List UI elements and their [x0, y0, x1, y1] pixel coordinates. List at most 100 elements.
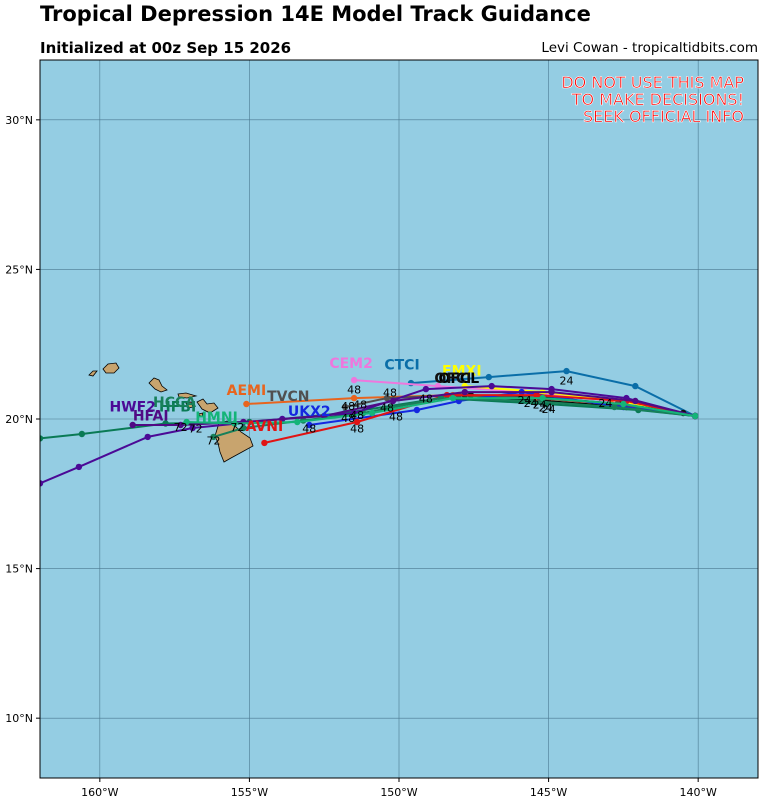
lat-tick-label: 10°N	[5, 712, 33, 725]
track-point-tvcn	[341, 403, 349, 411]
track-point-ctci	[632, 382, 639, 390]
forecast-hour-label: 72	[174, 421, 188, 434]
forecast-hour-label: 48	[341, 400, 355, 413]
forecast-hour-label: 48	[350, 409, 364, 422]
island-kauai	[102, 362, 120, 374]
model-label-ukx2: UKX2	[288, 404, 331, 420]
lon-tick-label: 145°W	[530, 786, 567, 799]
track-line-avni	[264, 394, 696, 444]
warning-line-3: SEEK OFFICIAL INFO	[583, 107, 744, 126]
track-point-ctci	[563, 367, 570, 375]
track-point-hmni	[231, 420, 238, 427]
forecast-hour-label: 72	[230, 421, 244, 434]
map-subtitle: Initialized at 00z Sep 15 2026	[40, 39, 292, 57]
model-label-hfai: HFAI	[133, 409, 169, 425]
model-label-emxi: EMXI	[442, 364, 482, 380]
track-point-hmni	[449, 394, 457, 402]
forecast-hour-label: 72	[207, 434, 221, 447]
forecast-hour-label: 48	[383, 387, 397, 400]
track-point-hcca	[210, 433, 217, 441]
axis-ticks: 160°W 155°W 150°W 145°W 140°W 10°N 15°N 20°N 25°…	[5, 114, 717, 799]
forecast-hour-label: 24	[539, 402, 553, 415]
forecast-hour-label: 48	[419, 393, 433, 406]
lon-tick-label: 155°W	[231, 786, 268, 799]
track-point-aemi	[350, 394, 358, 402]
track-point-ukx2	[413, 406, 421, 414]
track-point-ukx2	[306, 421, 313, 429]
hawaii-islands	[88, 362, 254, 463]
track-point-hmni	[692, 412, 699, 420]
model-label-hfbi: HFBI	[159, 400, 196, 416]
track-point-ctci	[485, 373, 492, 381]
track-point-hwf2	[422, 385, 430, 393]
track-point-avni	[261, 439, 268, 447]
track-line-hcca	[213, 397, 696, 438]
track-point-hwf2	[40, 480, 44, 487]
graticule	[40, 60, 758, 778]
model-label-aemi: AEMI	[227, 383, 267, 399]
model-label-avni: AVNI	[246, 419, 284, 435]
track-point-hfai	[177, 421, 184, 429]
model-label-ctci: CTCI	[384, 358, 419, 374]
map-title: Tropical Depression 14E Model Track Guid…	[40, 2, 591, 26]
forecast-hour-label: 48	[353, 399, 367, 412]
warning-line-2: TO MAKE DECISIONS!	[571, 90, 744, 109]
forecast-hour-label: 24	[542, 403, 556, 416]
warning-line-1: DO NOT USE THIS MAP	[561, 73, 744, 92]
model-label-cem2: CEM2	[329, 356, 373, 372]
lat-tick-label: 25°N	[5, 263, 33, 276]
track-point-hmni	[368, 409, 376, 417]
forecast-hour-label: 24	[560, 375, 574, 388]
track-point-hcca	[240, 424, 247, 432]
lon-tick-label: 140°W	[679, 786, 716, 799]
model-label-hcca: HCCA	[153, 395, 196, 411]
track-point-hfai	[129, 421, 136, 429]
track-line-hmni	[186, 397, 696, 425]
lat-tick-label: 30°N	[5, 114, 33, 127]
forecast-hour-label: 24	[598, 397, 612, 410]
track-point-hmni	[294, 418, 301, 426]
track-point-hwf2	[144, 433, 151, 441]
lat-tick-label: 15°N	[5, 563, 33, 576]
forecast-hour-label: 24	[524, 397, 538, 410]
forecast-hour-label: 48	[347, 384, 361, 397]
track-point-aemi	[243, 400, 250, 408]
track-hwf2	[40, 382, 699, 487]
island-kahoolawe	[197, 412, 204, 418]
forecast-hour-label: 48	[350, 423, 364, 436]
track-point-hfbi	[78, 430, 86, 438]
forecast-hour-label: 48	[341, 412, 355, 425]
track-hmni	[183, 394, 699, 427]
track-point-avni	[533, 391, 540, 399]
track-point-hfai	[548, 388, 555, 396]
island-maui	[196, 398, 219, 414]
track-point-hfai	[389, 397, 397, 405]
track-point-hcca	[527, 397, 534, 405]
forecast-hour-label: 24	[518, 394, 532, 407]
track-point-hwf2	[189, 424, 196, 432]
track-point-cem2	[350, 376, 358, 384]
model-label-ofcl: OFCL	[438, 371, 479, 387]
island-lanai	[185, 401, 194, 409]
model-label-hmni: HMNI	[195, 410, 238, 426]
forecast-hour-label: 72	[189, 423, 203, 436]
track-point-hfbi	[40, 435, 44, 442]
model-label-hwf2: HWF2	[109, 400, 155, 416]
lon-tick-label: 150°W	[380, 786, 417, 799]
track-point-hmni	[539, 394, 546, 402]
warning-box: DO NOT USE THIS MAP TO MAKE DECISIONS! S…	[561, 73, 745, 127]
track-point-hmni	[183, 418, 190, 426]
track-point-hmni	[620, 400, 627, 408]
map-credit: Levi Cowan - tropicaltidbits.com	[541, 40, 758, 56]
island-oahu	[148, 377, 168, 393]
track-point-avni	[353, 418, 361, 426]
forecast-hour-label: 48	[380, 402, 394, 415]
model-tracks	[40, 367, 699, 487]
lon-tick-label: 160°W	[81, 786, 118, 799]
model-label-tvcn: TVCN	[267, 389, 309, 405]
model-label-ofci: OFCI	[434, 371, 471, 387]
lat-tick-label: 20°N	[5, 413, 33, 426]
